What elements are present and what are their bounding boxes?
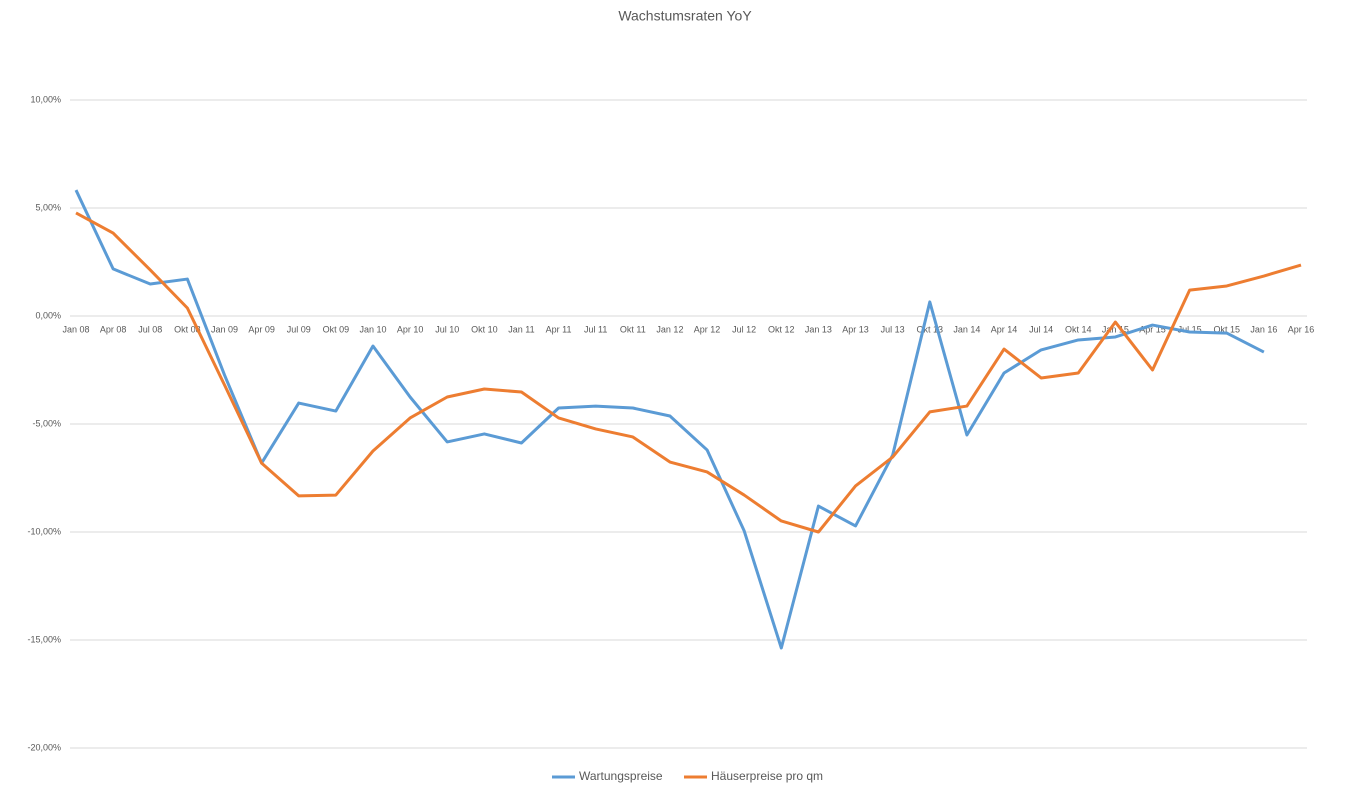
x-tick-label: Jul 15 — [1178, 324, 1202, 334]
x-tick-label: Jul 13 — [881, 324, 905, 334]
y-tick-label: 5,00% — [35, 202, 61, 212]
y-tick-label: 0,00% — [35, 310, 61, 320]
y-tick-label: -10,00% — [27, 526, 61, 536]
x-tick-label: Jan 13 — [805, 324, 832, 334]
x-tick-label: Okt 08 — [174, 324, 201, 334]
x-tick-label: Okt 13 — [917, 324, 944, 334]
series-line — [74, 189, 1265, 650]
legend-label: Häuserpreise pro qm — [711, 769, 823, 783]
x-tick-label: Apr 08 — [100, 324, 127, 334]
x-tick-label: Jul 12 — [732, 324, 756, 334]
x-tick-label: Apr 11 — [546, 324, 572, 334]
x-tick-label: Okt 15 — [1213, 324, 1240, 334]
x-tick-label: Apr 09 — [248, 324, 275, 334]
x-tick-label: Jan 10 — [359, 324, 386, 334]
y-tick-label: -5,00% — [32, 418, 61, 428]
x-tick-label: Jul 10 — [435, 324, 459, 334]
x-tick-label: Apr 15 — [1139, 324, 1166, 334]
x-tick-label: Apr 14 — [991, 324, 1018, 334]
x-tick-label: Jan 08 — [62, 324, 89, 334]
x-tick-label: Apr 13 — [842, 324, 869, 334]
x-tick-label: Okt 12 — [768, 324, 795, 334]
x-tick-label: Jul 11 — [584, 324, 607, 334]
chart-title: Wachstumsraten YoY — [618, 8, 752, 24]
x-tick-label: Jul 08 — [138, 324, 162, 334]
x-tick-label: Apr 16 — [1288, 324, 1315, 334]
series-line — [75, 211, 1302, 534]
x-tick-label: Jan 11 — [508, 324, 534, 334]
y-tick-label: -15,00% — [27, 634, 61, 644]
legend-label: Wartungspreise — [579, 769, 663, 783]
x-tick-label: Jan 15 — [1102, 324, 1129, 334]
x-tick-label: Jan 09 — [211, 324, 238, 334]
x-tick-label: Jul 14 — [1029, 324, 1053, 334]
x-tick-label: Okt 14 — [1065, 324, 1092, 334]
x-tick-label: Okt 10 — [471, 324, 498, 334]
x-tick-label: Jan 12 — [656, 324, 683, 334]
x-tick-label: Jan 16 — [1250, 324, 1277, 334]
x-tick-label: Okt 09 — [323, 324, 350, 334]
x-tick-label: Okt 11 — [620, 324, 646, 334]
x-tick-label: Jul 09 — [287, 324, 311, 334]
x-tick-label: Apr 10 — [397, 324, 424, 334]
x-tick-label: Jan 14 — [953, 324, 980, 334]
x-tick-label: Apr 12 — [694, 324, 721, 334]
y-tick-label: -20,00% — [27, 742, 61, 752]
y-tick-label: 10,00% — [30, 94, 61, 104]
